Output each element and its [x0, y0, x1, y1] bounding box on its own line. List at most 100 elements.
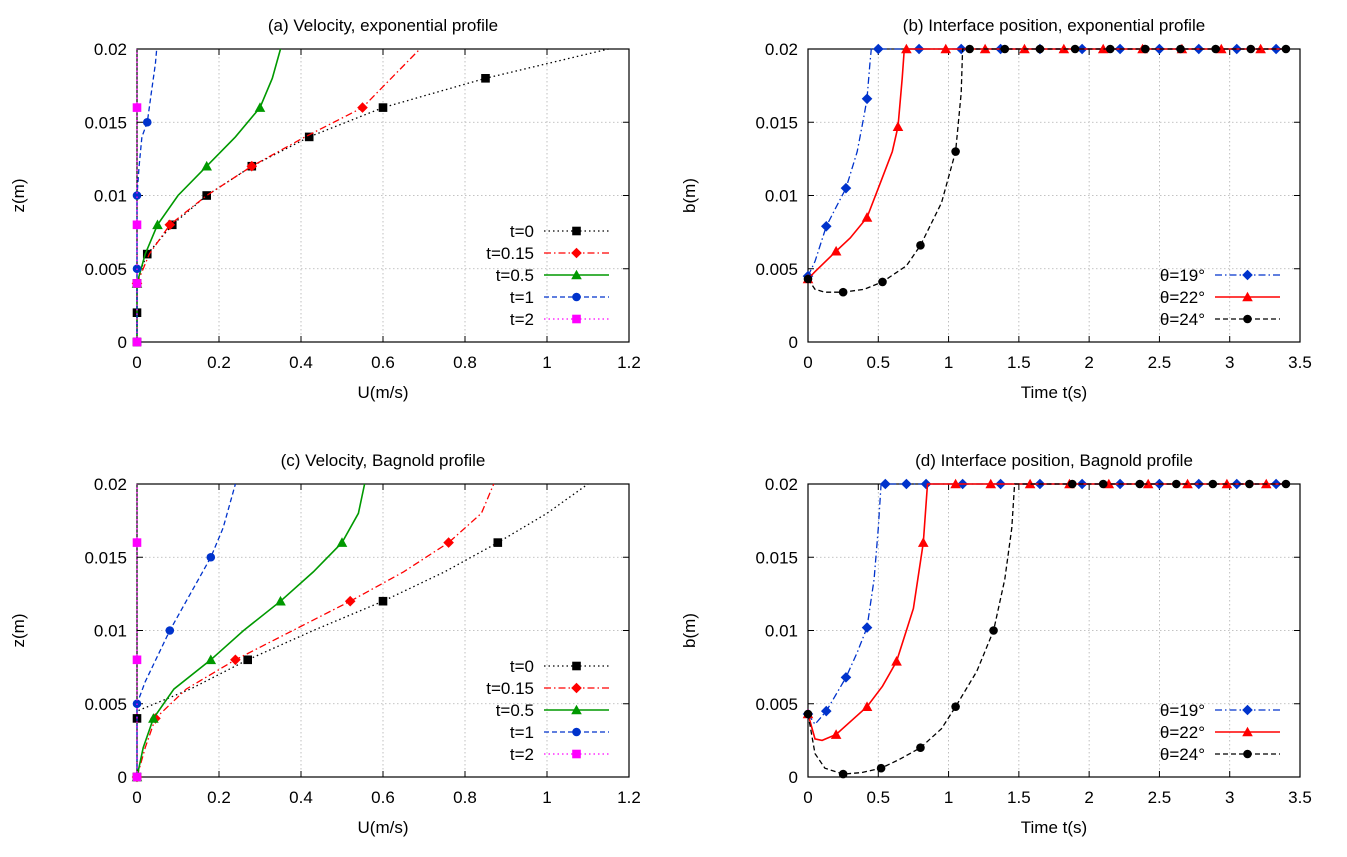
x-tick-label: 1 — [542, 788, 551, 807]
data-point — [876, 763, 886, 773]
data-point — [989, 626, 998, 635]
data-point — [861, 701, 873, 711]
y-tick-label: 0.015 — [755, 548, 798, 567]
plot-area — [802, 43, 1291, 297]
x-tick-label: 1 — [944, 353, 953, 372]
data-point — [1024, 478, 1036, 489]
plot-frame — [807, 483, 1301, 778]
data-point — [1000, 44, 1010, 54]
series-line-θ=19° — [807, 48, 1286, 277]
data-point — [132, 103, 142, 112]
data-point — [965, 44, 974, 54]
y-tick-label: 0.01 — [94, 622, 127, 641]
data-point — [880, 478, 891, 490]
y-tick-label: 0.005 — [755, 260, 798, 279]
data-point — [142, 249, 152, 259]
y-axis-label: z(m) — [9, 614, 28, 648]
data-point — [872, 43, 884, 55]
data-point — [378, 103, 388, 112]
data-point — [1035, 44, 1045, 54]
x-tick-label: 0 — [132, 788, 141, 807]
x-axis-label: Time t(s) — [1021, 383, 1087, 402]
data-point — [304, 132, 314, 142]
x-tick-label: 0 — [803, 788, 812, 807]
legend-label: θ=22° — [1160, 288, 1205, 307]
data-point — [820, 705, 832, 717]
data-point — [493, 538, 503, 547]
legend-marker — [1242, 726, 1253, 737]
x-tick-label: 3 — [1225, 353, 1234, 372]
data-point — [861, 93, 873, 105]
series-line-t=0.5 — [136, 48, 282, 342]
data-point — [838, 287, 848, 297]
data-point — [1245, 479, 1254, 489]
data-point — [820, 220, 832, 232]
y-tick-label: 0 — [118, 768, 127, 787]
series-line-θ=19° — [807, 483, 1286, 726]
chart-panel: 0 0.5 1 1.5 2 2.5 3 3.5 0 0.005 0.01 0.015 0.02 (b) I… — [680, 16, 1312, 402]
data-point — [861, 212, 873, 222]
legend-label: θ=19° — [1160, 266, 1205, 285]
data-point — [830, 245, 842, 256]
data-point — [1097, 43, 1109, 54]
legend-marker — [1243, 749, 1252, 759]
plot-area — [131, 48, 609, 347]
y-tick-label: 0 — [118, 333, 127, 352]
data-point — [275, 595, 286, 606]
data-point — [132, 772, 142, 782]
data-point — [838, 769, 848, 779]
data-point — [378, 596, 388, 606]
legend-label: θ=22° — [1160, 723, 1205, 742]
data-point — [1176, 44, 1185, 54]
data-point — [1142, 478, 1154, 489]
y-tick-label: 0.015 — [84, 548, 127, 567]
x-tick-label: 1.2 — [617, 353, 641, 372]
data-point — [861, 622, 873, 633]
data-point — [985, 478, 997, 489]
legend-label: θ=19° — [1160, 701, 1205, 720]
x-tick-label: 0.2 — [207, 353, 231, 372]
chart-title: (c) Velocity, Bagnold profile — [281, 451, 486, 470]
legend-label: θ=24° — [1160, 745, 1205, 764]
chart-title: (b) Interface position, exponential prof… — [903, 16, 1205, 35]
chart-title: (a) Velocity, exponential profile — [268, 16, 498, 35]
legend-label: t=1 — [510, 288, 534, 307]
data-point — [950, 478, 961, 489]
data-point — [840, 672, 852, 683]
data-point — [803, 274, 813, 284]
y-tick-label: 0.005 — [84, 260, 127, 279]
data-point — [920, 478, 932, 490]
data-point — [1246, 44, 1256, 54]
legend-label: t=0.15 — [486, 244, 534, 263]
data-point — [336, 537, 348, 547]
chart-panel: 0 0.2 0.4 0.6 0.8 1 1.2 0 0.005 0.01 0.015 0.02 (a) … — [9, 16, 641, 402]
data-point — [132, 655, 142, 665]
x-tick-label: 0.6 — [371, 353, 395, 372]
series-line-t=0.15 — [136, 48, 421, 342]
y-tick-label: 0.01 — [765, 187, 798, 206]
legend-label: t=1 — [510, 723, 534, 742]
y-tick-label: 0.005 — [84, 695, 127, 714]
x-tick-label: 1.2 — [617, 788, 641, 807]
chart-panel: 0 0.5 1 1.5 2 2.5 3 3.5 0 0.005 0.01 0.015 0.02 (d) I… — [680, 451, 1312, 837]
x-tick-label: 0.5 — [866, 353, 890, 372]
plot-frame — [807, 48, 1301, 343]
data-point — [1067, 479, 1077, 489]
x-tick-label: 0.5 — [866, 788, 890, 807]
chart-title: (d) Interface position, Bagnold profile — [915, 451, 1193, 470]
data-point — [206, 552, 216, 562]
y-tick-label: 0 — [789, 333, 798, 352]
series-line-θ=24° — [807, 48, 1286, 293]
data-point — [892, 121, 904, 131]
legend-label: t=2 — [510, 310, 534, 329]
data-point — [878, 277, 887, 287]
plot-area — [802, 478, 1291, 779]
legend-label: t=0 — [510, 222, 534, 241]
legend-marker — [572, 727, 581, 737]
data-point — [951, 702, 960, 711]
x-tick-label: 3 — [1225, 788, 1234, 807]
x-tick-label: 0.6 — [371, 788, 395, 807]
data-point — [132, 538, 142, 547]
y-tick-label: 0.005 — [755, 695, 798, 714]
data-point — [1281, 44, 1291, 54]
